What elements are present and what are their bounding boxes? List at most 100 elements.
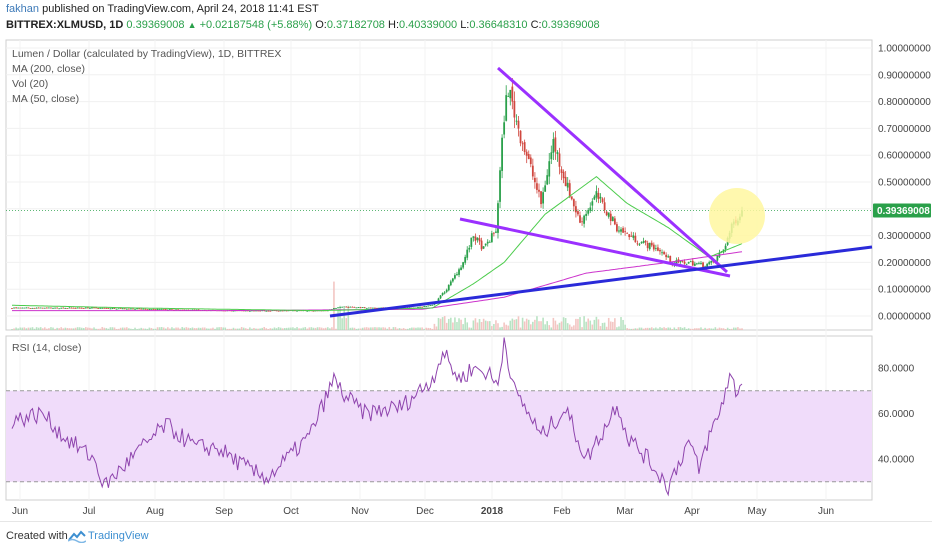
volume-bar: [201, 327, 204, 330]
candle-body: [611, 217, 614, 222]
volume-bar: [191, 327, 194, 330]
volume-bar: [724, 328, 727, 330]
volume-bar: [607, 317, 610, 330]
volume-bar: [226, 328, 229, 330]
candle-body: [376, 307, 378, 309]
candle-body: [646, 242, 649, 249]
price-change: +0.02187548 (+5.88%): [199, 19, 313, 31]
author-link[interactable]: fakhan: [6, 3, 40, 15]
candle-body: [724, 245, 727, 250]
candle-body: [33, 307, 36, 309]
volume-bar: [164, 328, 167, 330]
volume-bar: [318, 327, 321, 330]
rsi-legend[interactable]: RSI (14, close): [12, 342, 82, 354]
volume-bar: [468, 327, 471, 330]
candle-body: [648, 242, 651, 250]
candle-body: [587, 209, 590, 214]
volume-bar: [552, 317, 555, 330]
close-label: C:: [530, 19, 542, 31]
time-tick-label: 2018: [481, 506, 504, 517]
tradingview-logo-icon: [68, 530, 86, 543]
volume-bar: [728, 328, 731, 330]
candle-body: [380, 307, 383, 309]
volume-bar: [158, 327, 161, 330]
candle-body: [130, 308, 132, 310]
candle-body: [544, 185, 547, 192]
candle-body: [429, 305, 432, 307]
candle-body: [76, 307, 79, 309]
candle-body: [15, 307, 18, 309]
volume-bar: [488, 321, 491, 330]
candle-body: [536, 183, 538, 190]
price-chart[interactable]: 0.00000000 0.10000000 0.20000000 0.30000000…: [0, 0, 932, 521]
candle-body: [156, 309, 159, 310]
volume-legend[interactable]: Vol (20): [12, 78, 49, 90]
volume-bar: [630, 328, 633, 330]
volume-bar: [378, 327, 380, 330]
volume-bar: [679, 327, 682, 330]
volume-bar: [421, 327, 423, 330]
volume-bar: [435, 326, 438, 330]
candle-body: [529, 157, 532, 165]
candle-body: [517, 120, 520, 129]
volume-bar: [579, 317, 581, 330]
candle-body: [353, 306, 356, 308]
candle-body: [558, 153, 561, 167]
volume-bar: [517, 316, 520, 330]
volume-bar: [376, 327, 378, 330]
candle-body: [634, 235, 637, 243]
candle-body: [501, 137, 503, 171]
price-tick-label: 0.20000000: [878, 258, 931, 269]
candle-body: [675, 260, 678, 264]
candle-body: [542, 192, 544, 204]
volume-bar: [462, 324, 464, 330]
volume-bar: [665, 328, 667, 330]
volume-bar: [255, 328, 257, 330]
volume-bar: [343, 307, 345, 330]
candle-body: [279, 310, 282, 312]
candle-body: [599, 196, 602, 199]
candle-body: [296, 310, 298, 312]
candle-body: [136, 308, 138, 310]
volume-bar: [244, 328, 247, 330]
candle-body: [470, 237, 473, 247]
candle-body: [605, 211, 608, 216]
ma50-legend[interactable]: MA (50, close): [12, 93, 80, 105]
time-tick-label: Dec: [416, 506, 434, 517]
candle-body: [109, 308, 112, 310]
volume-bar: [443, 316, 446, 330]
candle-body: [597, 192, 600, 200]
volume-bar: [614, 318, 616, 330]
volume-bar: [48, 328, 50, 330]
volume-bar: [230, 328, 233, 330]
candle-body: [125, 308, 128, 310]
volume-bar: [87, 327, 89, 330]
volume-bar: [646, 327, 649, 330]
candle-body: [548, 161, 551, 177]
volume-bar: [195, 328, 198, 330]
volume-bar: [320, 327, 323, 330]
volume-bar: [599, 326, 602, 330]
volume-bar: [626, 328, 628, 330]
volume-bar: [359, 328, 362, 330]
volume-bar: [236, 328, 239, 330]
volume-bar: [238, 328, 241, 330]
volume-bar: [349, 327, 352, 330]
volume-bar: [70, 328, 73, 330]
volume-bar: [642, 328, 645, 330]
candle-body: [585, 213, 588, 216]
candle-body: [687, 262, 690, 264]
created-with-label: Created with: [6, 530, 68, 542]
tradingview-link[interactable]: TradingView: [88, 530, 149, 542]
ma200-legend[interactable]: MA (200, close): [12, 63, 85, 75]
candle-body: [572, 199, 575, 207]
candle-body: [497, 203, 499, 233]
candle-body: [369, 307, 372, 309]
volume-bar: [447, 318, 450, 330]
volume-bar: [464, 317, 466, 330]
volume-bar: [132, 328, 134, 330]
volume-bar: [704, 327, 706, 330]
volume-bar: [474, 318, 477, 330]
volume-bar: [324, 327, 327, 330]
volume-bar: [454, 317, 456, 330]
